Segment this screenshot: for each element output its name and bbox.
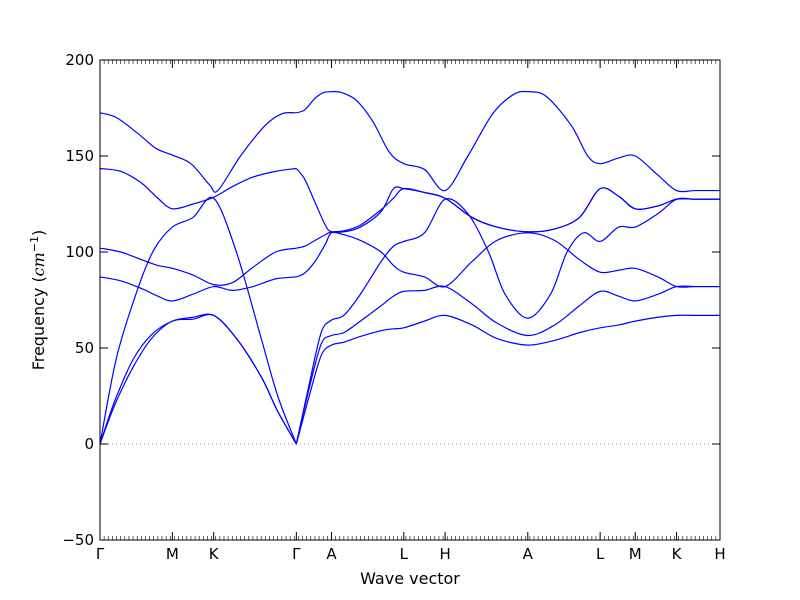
x-tick-label: A bbox=[523, 545, 534, 563]
band-series-14 bbox=[296, 90, 720, 193]
band-series-13 bbox=[295, 168, 720, 234]
x-tick-label: M bbox=[629, 545, 642, 563]
y-tick-label: 0 bbox=[84, 435, 94, 453]
plot-frame bbox=[99, 59, 721, 541]
x-tick-label: K bbox=[672, 545, 683, 563]
y-axis-label-prefix: Frequency ( bbox=[29, 276, 48, 370]
y-tick-label: 50 bbox=[75, 339, 94, 357]
axes-frame bbox=[99, 59, 721, 541]
y-tick-label: 100 bbox=[65, 243, 94, 261]
y-axis-label-suffix: ) bbox=[29, 230, 48, 236]
x-tick-label: Γ bbox=[292, 545, 301, 563]
band-series-group bbox=[99, 90, 720, 445]
x-tick-label: L bbox=[400, 545, 409, 563]
band-series-8 bbox=[295, 314, 720, 445]
y-tick-label: 200 bbox=[65, 51, 94, 69]
x-tick-label: A bbox=[326, 545, 337, 563]
band-series-1 bbox=[99, 313, 297, 445]
band-series-3 bbox=[99, 196, 297, 445]
x-tick-label: K bbox=[209, 545, 220, 563]
x-tick-label: L bbox=[596, 545, 605, 563]
x-tick-label: M bbox=[166, 545, 179, 563]
x-axis-label: Wave vector bbox=[360, 569, 460, 588]
band-series-7 bbox=[99, 111, 297, 193]
y-axis-label-exponent: −1 bbox=[28, 236, 41, 252]
band-series-5 bbox=[99, 247, 297, 286]
band-series-6 bbox=[99, 167, 297, 210]
y-tick-label: −50 bbox=[62, 531, 94, 549]
x-tick-label: Γ bbox=[96, 545, 105, 563]
band-series-4 bbox=[99, 276, 297, 302]
y-tick-label: 150 bbox=[65, 147, 94, 165]
y-tick-labels: −50 0 50 100 150 200 bbox=[62, 51, 720, 549]
band-series-2 bbox=[99, 313, 297, 445]
minor-tick-marks bbox=[99, 60, 721, 540]
band-series-10 bbox=[295, 197, 720, 445]
band-series-9 bbox=[295, 285, 720, 445]
x-tick-label: H bbox=[714, 545, 725, 563]
x-tick-label: H bbox=[439, 545, 450, 563]
band-series-12 bbox=[296, 187, 720, 249]
band-series-11 bbox=[296, 231, 720, 288]
y-axis-label: Frequency (cm−1) bbox=[28, 230, 48, 371]
y-axis-label-unit: cm bbox=[29, 252, 48, 276]
